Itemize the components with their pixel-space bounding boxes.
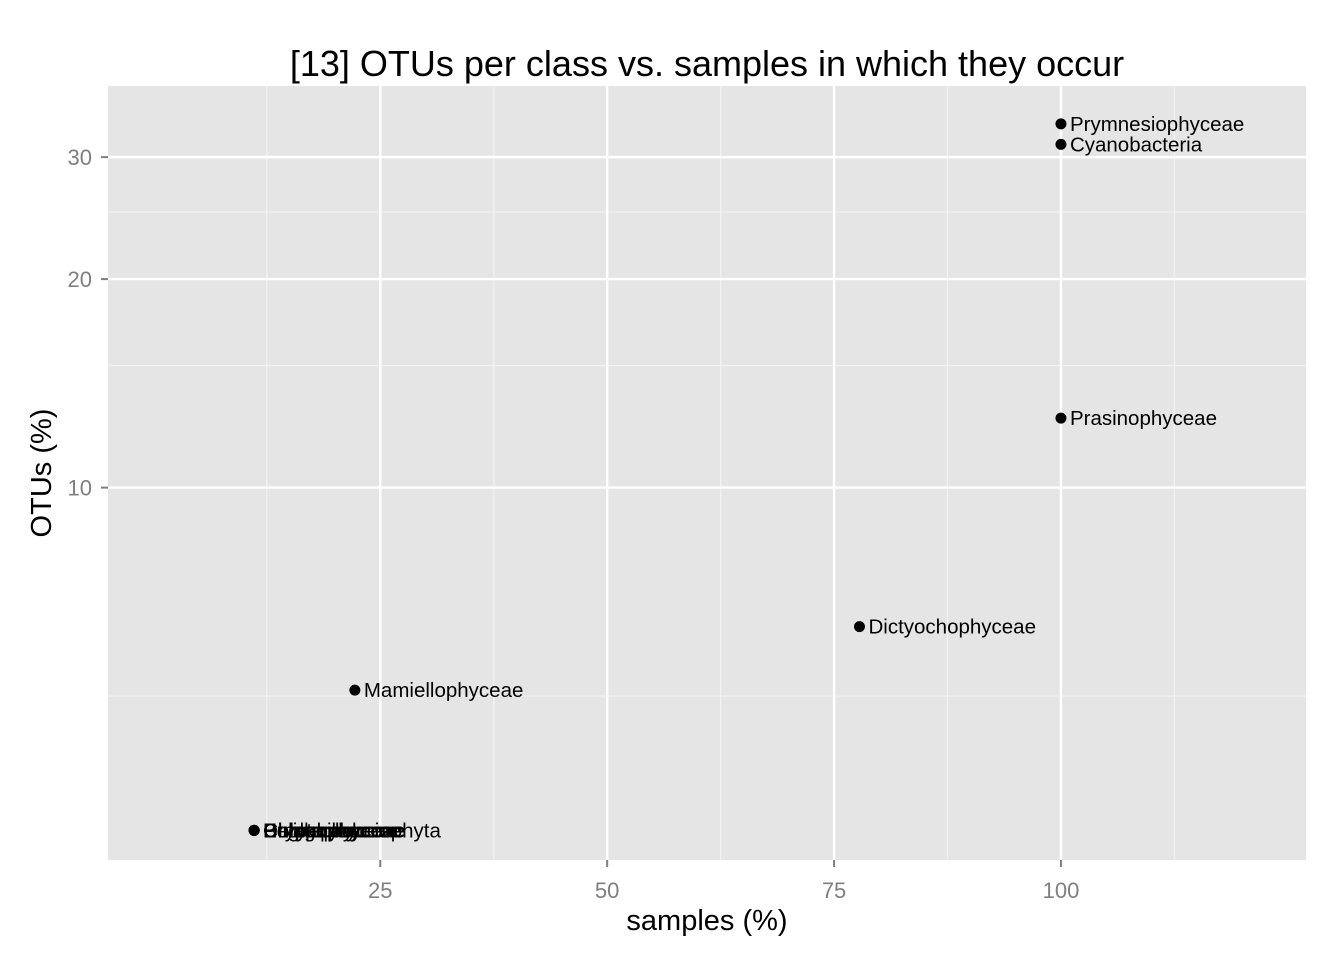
point-label: Prasinophyceae: [1070, 407, 1217, 430]
x-axis: 25 50 75 100: [368, 860, 1079, 903]
point-label: Cyanobacteria: [1070, 133, 1203, 156]
data-point: [349, 684, 361, 696]
data-point: [1055, 138, 1067, 150]
y-tick-label: 20: [68, 267, 92, 292]
point-label: Dinophyceae: [263, 819, 383, 842]
data-points: [248, 118, 1067, 836]
x-tick-label: 50: [595, 878, 619, 903]
y-tick-label: 10: [68, 476, 92, 501]
y-tick-label: 30: [68, 145, 92, 170]
point-label: Pelagophyceae: [263, 819, 404, 842]
major-gridlines: [108, 86, 1306, 860]
point-label: Mamiellophyceae: [364, 679, 524, 702]
x-tick-label: 75: [822, 878, 846, 903]
point-label: Cryptophyceae: [263, 819, 401, 842]
x-tick-label: 100: [1043, 878, 1080, 903]
point-label: Chlorarachniophyta: [263, 819, 441, 842]
point-label: Prymnesiophyceae: [1070, 113, 1244, 136]
point-label: Euglenida: [263, 819, 355, 842]
panel-background: [108, 86, 1306, 860]
x-tick-label: 25: [368, 878, 392, 903]
chart-title: [13] OTUs per class vs. samples in which…: [290, 43, 1124, 84]
y-axis-title: OTUs (%): [26, 409, 58, 538]
point-label: Chrysophyceae: [263, 819, 405, 842]
data-point: [1055, 412, 1067, 424]
point-label: Bolidophyceae: [263, 819, 398, 842]
minor-gridlines: [108, 86, 1306, 860]
x-axis-title: samples (%): [626, 905, 787, 937]
data-point: [853, 621, 865, 633]
y-axis: 10 20 30: [68, 145, 108, 501]
point-label: Dictyochophyceae: [868, 616, 1036, 639]
data-point: [248, 824, 260, 836]
data-point: [1055, 118, 1067, 130]
